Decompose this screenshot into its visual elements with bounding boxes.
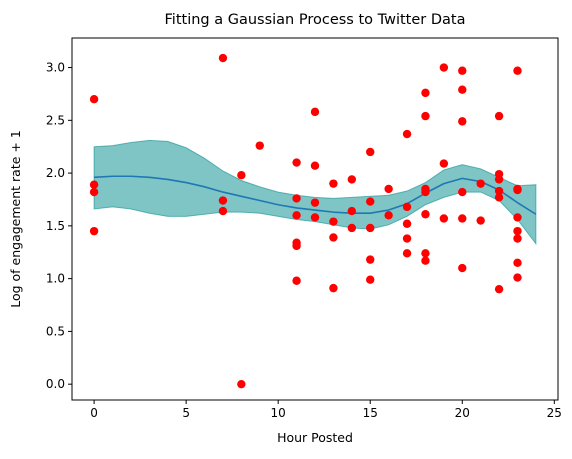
data-point (366, 255, 375, 264)
data-point (292, 194, 301, 203)
x-tick-label: 20 (455, 406, 470, 420)
chart-title: Fitting a Gaussian Process to Twitter Da… (165, 12, 466, 28)
mean-line-layer (94, 175, 537, 215)
data-point (329, 179, 338, 188)
data-point (218, 196, 228, 205)
y-tick-label: 0.0 (46, 377, 65, 391)
x-tick-label: 10 (271, 406, 286, 420)
data-point (347, 223, 357, 233)
data-point (513, 66, 522, 75)
data-point (402, 249, 412, 258)
data-point (366, 275, 375, 284)
data-point (292, 158, 301, 167)
data-point (494, 284, 504, 294)
x-tick-label: 15 (363, 406, 378, 420)
y-tick-label: 1.0 (46, 272, 65, 286)
data-point (255, 141, 264, 150)
data-point (310, 161, 320, 170)
data-point (237, 171, 246, 180)
data-point (421, 256, 430, 265)
data-point (458, 85, 467, 94)
data-point (384, 211, 393, 220)
data-point (458, 263, 467, 273)
data-point (513, 273, 522, 282)
data-point (513, 226, 522, 236)
confidence-band (93, 139, 537, 246)
data-point (458, 117, 467, 126)
data-point (439, 63, 449, 72)
data-point (292, 241, 301, 251)
data-point (402, 219, 412, 228)
data-point (421, 210, 430, 219)
data-point (421, 249, 430, 258)
data-point (513, 234, 522, 243)
data-point (89, 95, 99, 104)
x-axis-ticks: 0 5 10 15 20 25 (90, 400, 562, 420)
data-point (347, 175, 357, 184)
y-axis-label: Log of engagement rate + 1 (8, 130, 23, 308)
data-point (494, 193, 504, 202)
data-point (292, 211, 301, 220)
data-point (494, 111, 504, 121)
data-point (421, 88, 430, 98)
data-point (329, 283, 338, 293)
data-point (218, 206, 228, 216)
data-point (402, 234, 412, 243)
data-point (476, 179, 485, 188)
data-point (494, 175, 504, 184)
data-point (421, 187, 430, 197)
data-points-layer (89, 53, 522, 389)
data-point (421, 111, 430, 121)
y-axis-ticks: 0.0 0.5 1.0 1.5 2.0 2.5 3.0 (46, 61, 72, 391)
data-point (458, 66, 467, 75)
data-point (476, 216, 485, 225)
data-point (402, 129, 412, 139)
data-point (89, 180, 99, 189)
data-point (292, 276, 301, 285)
data-point (366, 197, 375, 206)
data-point (218, 53, 228, 63)
data-point (384, 184, 393, 194)
mean-line (94, 175, 537, 215)
data-point (513, 258, 522, 267)
data-point (439, 214, 449, 223)
data-point (329, 217, 338, 226)
data-point (329, 233, 338, 242)
y-tick-label: 3.0 (46, 61, 65, 75)
y-tick-label: 0.5 (46, 324, 65, 338)
plot-frame (71, 37, 559, 401)
data-point (366, 223, 375, 233)
data-point (310, 198, 320, 207)
data-point (494, 186, 504, 196)
data-point (513, 185, 522, 195)
data-point (458, 214, 467, 223)
y-tick-label: 2.0 (46, 166, 65, 180)
x-axis-label: Hour Posted (277, 430, 353, 445)
data-point (89, 226, 99, 236)
x-tick-label: 0 (90, 406, 98, 420)
data-point (237, 379, 246, 389)
data-point (458, 187, 467, 197)
data-point (347, 206, 357, 216)
data-point (402, 202, 412, 212)
confidence-band-layer (93, 139, 537, 246)
x-tick-label: 5 (182, 406, 190, 420)
data-point (513, 213, 522, 222)
data-point (310, 107, 320, 117)
y-tick-label: 1.5 (46, 219, 65, 233)
x-tick-label: 25 (547, 406, 562, 420)
data-point (310, 213, 320, 222)
y-tick-label: 2.5 (46, 113, 65, 127)
data-point (366, 147, 375, 157)
data-point (89, 187, 99, 197)
data-point (439, 159, 449, 168)
